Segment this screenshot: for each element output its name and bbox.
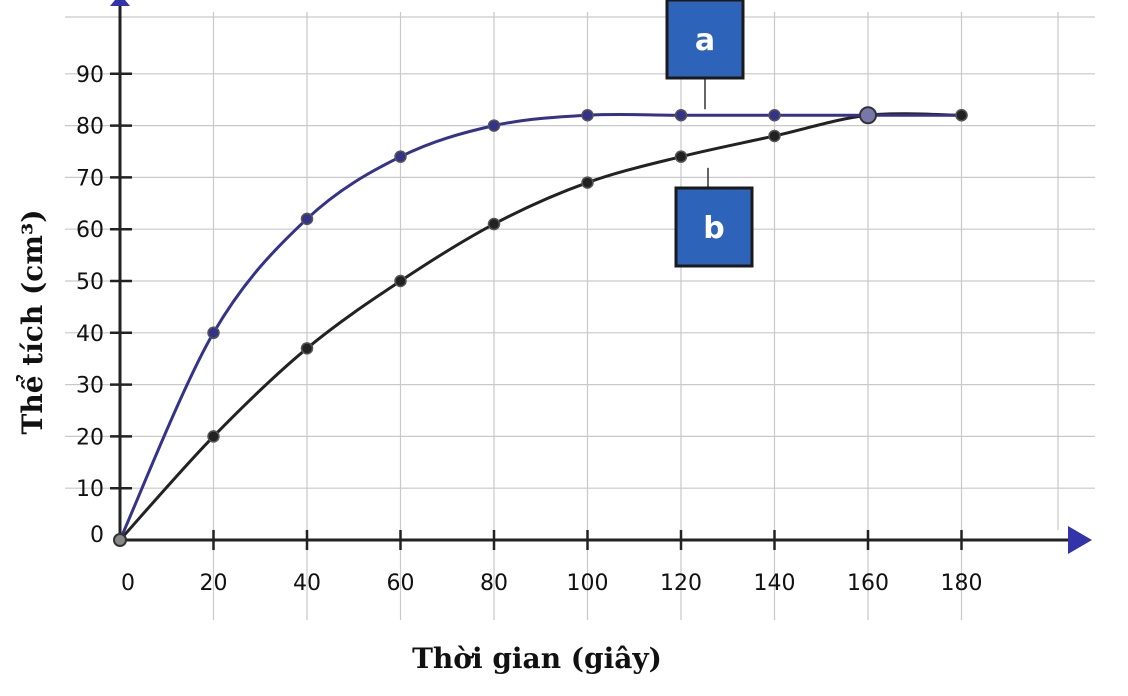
intersection-point bbox=[859, 106, 877, 125]
series-b-point bbox=[581, 176, 594, 189]
series-b-point bbox=[768, 129, 781, 143]
series-a-point bbox=[487, 119, 501, 132]
series-a-point bbox=[674, 108, 688, 122]
x-tick-label: 180 bbox=[941, 571, 983, 596]
x-tick-label: 160 bbox=[847, 571, 889, 596]
y-tick-label: 40 bbox=[76, 322, 104, 347]
y-axis-arrow bbox=[110, 0, 130, 6]
series-b-point bbox=[487, 217, 501, 231]
x-tick-label: 100 bbox=[567, 571, 609, 596]
grid-lines bbox=[65, 12, 1095, 620]
axes bbox=[110, 0, 1092, 554]
series-b-point bbox=[394, 274, 407, 288]
series-b-label-box bbox=[674, 186, 754, 268]
x-tick-labels: 0 20 40 60 80 100 120 140 160 180 bbox=[121, 530, 983, 596]
y-tick-label: 50 bbox=[76, 270, 104, 295]
y-tick-label: 90 bbox=[76, 63, 104, 88]
origin-point bbox=[113, 533, 127, 547]
y-tick-label: 80 bbox=[76, 115, 104, 140]
series-a-point bbox=[768, 108, 781, 122]
y-tick-label: 70 bbox=[76, 166, 104, 191]
x-tick-label: 60 bbox=[387, 571, 415, 596]
x-tick-label: 120 bbox=[660, 571, 702, 596]
series-a-point bbox=[394, 150, 407, 163]
y-tick-label: 30 bbox=[76, 374, 104, 399]
series-labels: ab bbox=[665, 0, 754, 268]
series-b-point bbox=[207, 430, 220, 443]
y-tick-label: 20 bbox=[76, 425, 104, 450]
series-b-point bbox=[300, 342, 314, 355]
series-b-label: b bbox=[703, 211, 724, 246]
x-tick-label: 0 bbox=[121, 571, 135, 596]
y-tick-label: 10 bbox=[76, 477, 104, 502]
x-axis-title: Thời gian (giây) bbox=[412, 642, 662, 675]
series-a-line bbox=[118, 112, 962, 541]
series-a-label: a bbox=[695, 23, 715, 58]
x-tick-label: 140 bbox=[754, 571, 796, 596]
series-b-line bbox=[118, 112, 962, 542]
data-series bbox=[113, 106, 968, 547]
series-a-label-box bbox=[665, 0, 745, 80]
y-axis-title: Thể tích (cm³) bbox=[15, 210, 49, 435]
x-tick-label: 40 bbox=[293, 571, 321, 596]
series-a-point bbox=[581, 108, 594, 122]
y-tick-label: 60 bbox=[76, 218, 104, 243]
x-tick-label: 20 bbox=[200, 571, 228, 596]
series-a-point bbox=[207, 326, 220, 340]
series-b-point bbox=[674, 150, 688, 163]
x-axis-arrow bbox=[1068, 526, 1092, 554]
series-a-point bbox=[300, 212, 314, 226]
y-tick-label: 0 bbox=[90, 523, 104, 548]
x-tick-label: 80 bbox=[480, 571, 508, 596]
y-tick-labels: 0 10 20 30 40 50 60 70 80 90 bbox=[76, 63, 132, 548]
series-b-point bbox=[955, 108, 968, 122]
